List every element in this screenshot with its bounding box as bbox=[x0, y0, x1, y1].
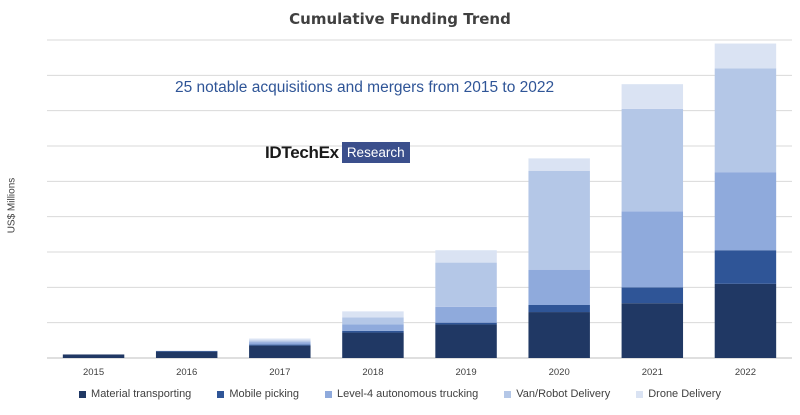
x-tick-label: 2017 bbox=[269, 367, 290, 378]
legend-item: Van/Robot Delivery bbox=[504, 388, 610, 400]
logo-sub: Research bbox=[341, 142, 410, 163]
bar-segment bbox=[342, 311, 404, 318]
legend-swatch bbox=[504, 390, 512, 398]
bar-segment bbox=[249, 344, 311, 346]
bar-segment bbox=[621, 108, 684, 212]
bar-segment bbox=[528, 269, 590, 305]
bar-segment bbox=[249, 340, 311, 343]
legend-item: Material transporting bbox=[79, 388, 191, 400]
bar-segment bbox=[249, 342, 311, 345]
bar-segment bbox=[249, 345, 311, 358]
x-tick-label: 2019 bbox=[455, 367, 476, 378]
x-tick-label: 2016 bbox=[176, 367, 197, 378]
bar-segment bbox=[621, 287, 684, 304]
legend-item: Level-4 autonomous trucking bbox=[325, 388, 478, 400]
chart-title: Cumulative Funding Trend bbox=[289, 10, 511, 28]
legend-swatch bbox=[325, 390, 333, 398]
bar-segment bbox=[621, 211, 684, 288]
bar-segment bbox=[435, 322, 497, 325]
bar-segment bbox=[714, 68, 777, 173]
bar-segment bbox=[435, 262, 497, 307]
legend-label: Van/Robot Delivery bbox=[516, 388, 611, 400]
idtechex-logo: IDTechEx Research bbox=[265, 142, 410, 163]
bar-segment bbox=[621, 84, 684, 109]
legend-label: Mobile picking bbox=[229, 388, 300, 400]
bar-segment bbox=[155, 351, 218, 358]
x-tick-label: 2020 bbox=[549, 367, 570, 378]
bar-segment bbox=[528, 312, 590, 358]
bar-segment bbox=[435, 324, 497, 358]
legend-label: Material transporting bbox=[91, 388, 192, 400]
x-tick-label: 2022 bbox=[735, 367, 756, 378]
annotation-text: 25 notable acquisitions and mergers from… bbox=[175, 79, 555, 96]
bar-segment bbox=[714, 250, 777, 284]
bar-segment bbox=[714, 283, 777, 358]
x-tick-label: 2018 bbox=[362, 367, 383, 378]
bar-segment bbox=[528, 158, 590, 171]
bar-segment bbox=[342, 332, 404, 358]
bar-segment bbox=[342, 330, 404, 333]
legend-item: Mobile picking bbox=[217, 388, 299, 400]
legend-swatch bbox=[217, 390, 225, 398]
legend-swatch bbox=[79, 390, 87, 398]
bar-segment bbox=[528, 170, 590, 270]
bar-segment bbox=[62, 354, 125, 358]
bar-segment bbox=[528, 305, 590, 313]
logo-brand: IDTechEx bbox=[265, 143, 339, 162]
legend-item: Drone Delivery bbox=[636, 388, 721, 400]
bar-segment bbox=[714, 172, 777, 251]
legend-label: Level-4 autonomous trucking bbox=[337, 388, 479, 400]
bar-segment bbox=[342, 317, 404, 325]
bar-segment bbox=[342, 324, 404, 331]
bar-segment bbox=[249, 338, 311, 341]
x-tick-label: 2015 bbox=[83, 367, 104, 378]
bar-segment bbox=[435, 250, 497, 263]
bar-segment bbox=[435, 306, 497, 323]
bar-segment bbox=[621, 303, 684, 358]
legend-swatch bbox=[636, 390, 644, 398]
legend: Material transporting Mobile picking Level… bbox=[0, 388, 800, 400]
bar-segment bbox=[714, 43, 777, 69]
x-tick-label: 2021 bbox=[642, 367, 663, 378]
legend-label: Drone Delivery bbox=[648, 388, 721, 400]
bar-segment bbox=[155, 350, 218, 352]
